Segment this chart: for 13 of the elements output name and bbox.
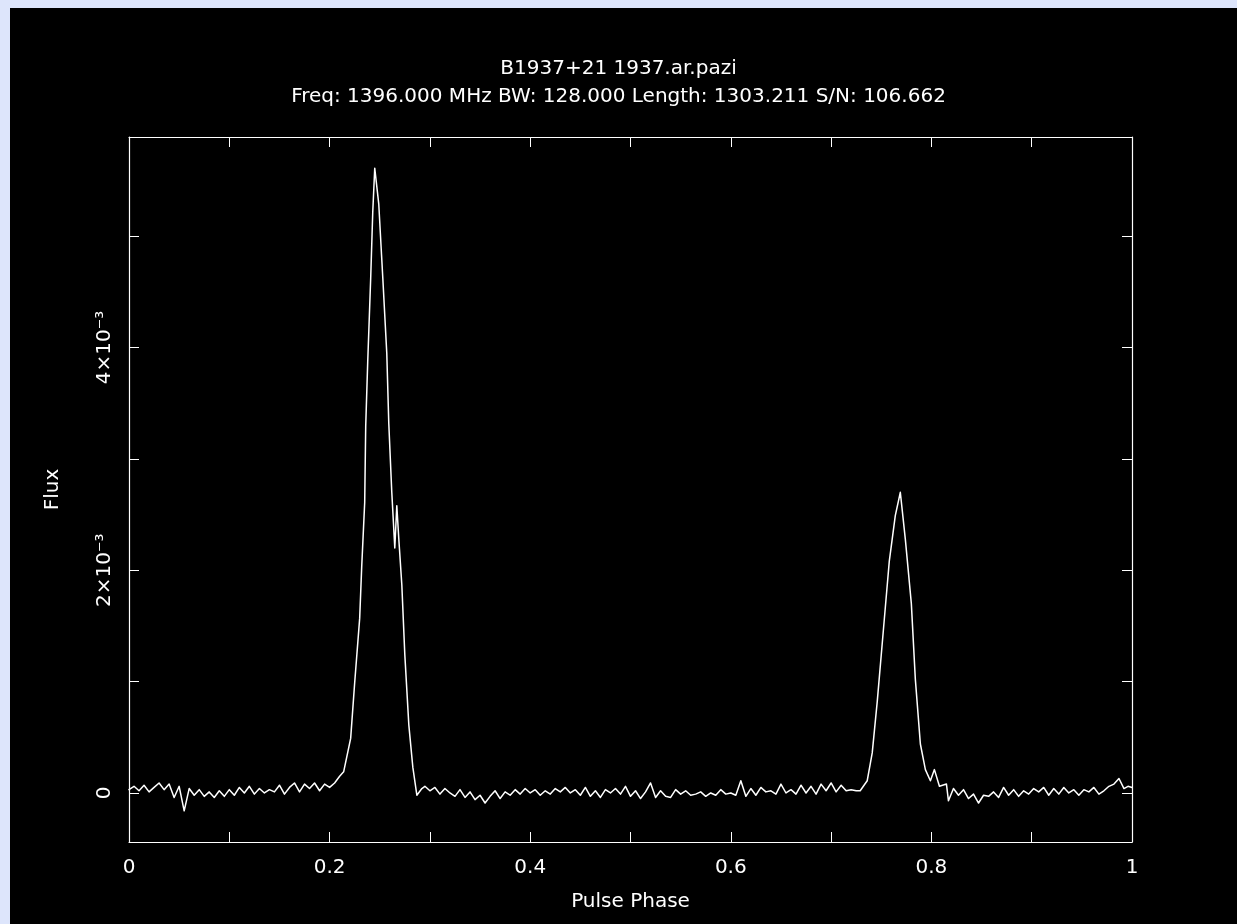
y-tick-label: 2×10⁻³	[91, 533, 115, 607]
x-tick-label: 0.6	[714, 854, 747, 878]
chart-subtitle: Freq: 1396.000 MHz BW: 128.000 Length: 1303.211 S/N: 106.662	[291, 83, 946, 107]
y-tick-label: 0	[91, 786, 115, 800]
x-tick-label: 0.8	[915, 854, 948, 878]
x-tick-label: 0	[122, 854, 136, 878]
chart-title: B1937+21 1937.ar.pazi	[500, 55, 737, 79]
y-axis-title: Flux	[39, 468, 63, 511]
x-axis-title: Pulse Phase	[571, 888, 690, 912]
x-tick-label: 0.4	[514, 854, 547, 878]
x-tick-label: 0.2	[313, 854, 346, 878]
x-tick-label: 1	[1125, 854, 1139, 878]
y-tick-label: 4×10⁻³	[91, 310, 115, 385]
